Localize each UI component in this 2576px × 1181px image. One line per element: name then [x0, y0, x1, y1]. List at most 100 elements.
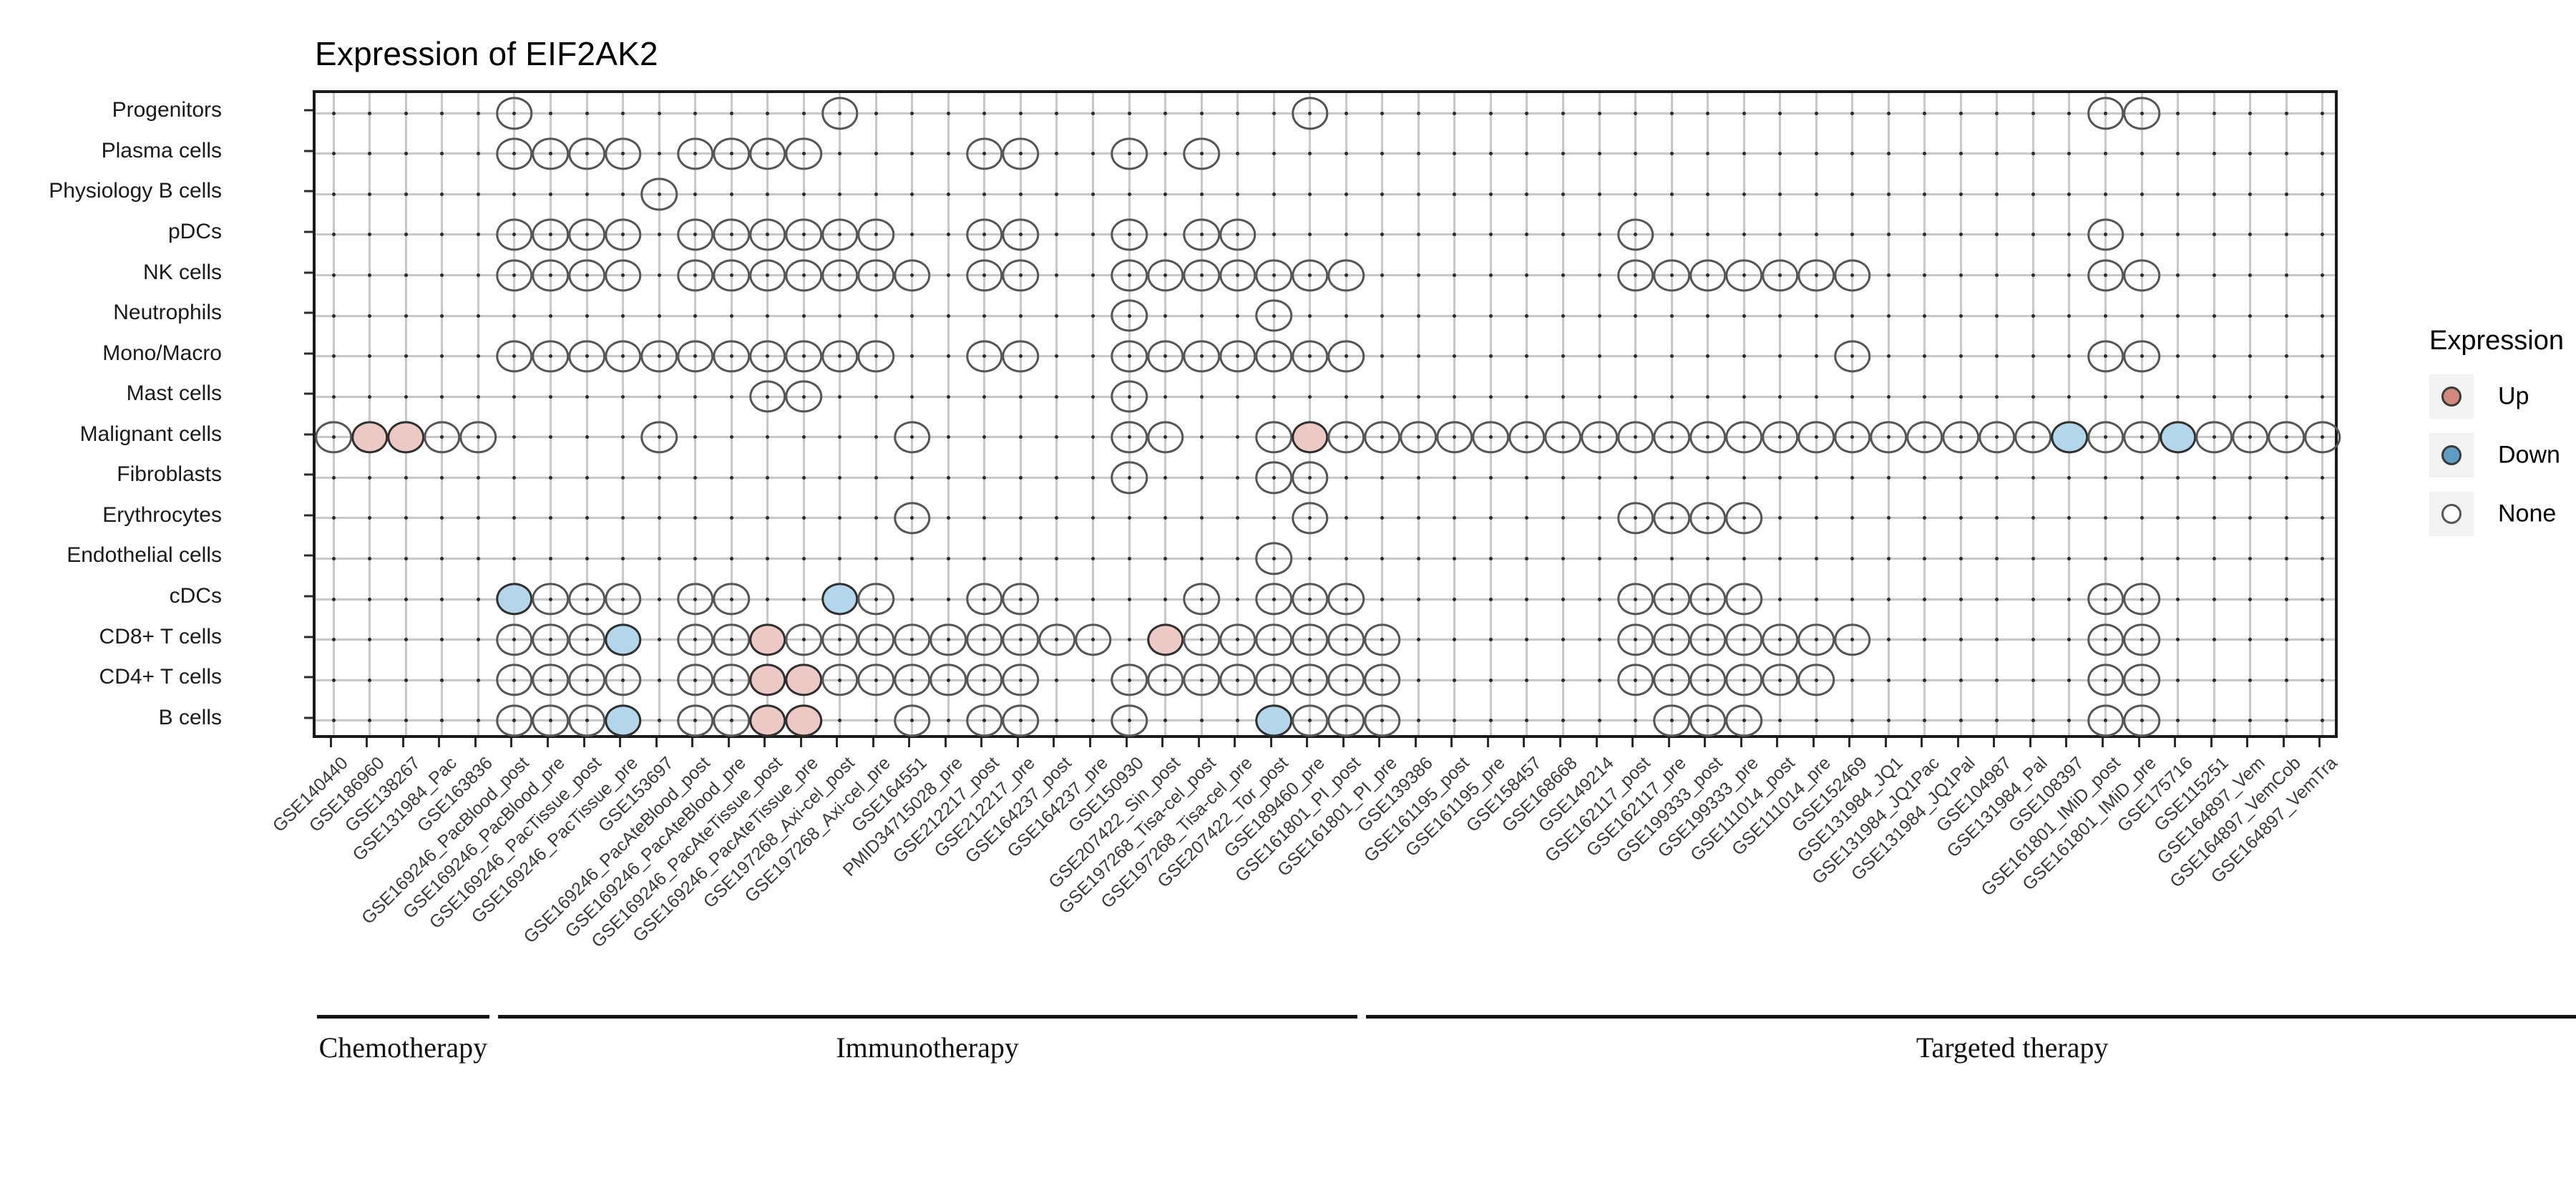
expression-dot[interactable] — [1400, 421, 1438, 454]
expression-dot[interactable] — [1689, 258, 1727, 292]
expression-dot[interactable] — [1689, 664, 1727, 696]
expression-dot[interactable] — [1183, 623, 1220, 656]
expression-dot[interactable] — [1797, 421, 1835, 454]
expression-dot[interactable] — [1653, 664, 1690, 696]
expression-dot[interactable] — [1725, 623, 1762, 656]
expression-dot[interactable] — [1255, 299, 1292, 332]
expression-dot[interactable] — [821, 583, 859, 616]
expression-dot[interactable] — [1255, 461, 1292, 494]
expression-dot[interactable] — [713, 137, 750, 170]
expression-dot[interactable] — [1183, 218, 1220, 251]
expression-dot[interactable] — [2087, 218, 2124, 251]
expression-dot[interactable] — [894, 258, 931, 292]
expression-dot[interactable] — [604, 218, 642, 251]
expression-dot[interactable] — [2014, 421, 2052, 454]
expression-dot[interactable] — [2123, 421, 2160, 454]
expression-dot[interactable] — [966, 623, 1003, 656]
expression-dot[interactable] — [1327, 258, 1365, 292]
expression-dot[interactable] — [604, 340, 642, 373]
expression-dot[interactable] — [1508, 421, 1546, 454]
expression-dot[interactable] — [821, 258, 859, 292]
expression-dot[interactable] — [785, 340, 822, 373]
expression-dot[interactable] — [894, 664, 931, 696]
expression-dot[interactable] — [1653, 258, 1690, 292]
expression-dot[interactable] — [2087, 97, 2124, 130]
expression-dot[interactable] — [1725, 502, 1762, 535]
expression-dot[interactable] — [1834, 340, 1871, 373]
expression-dot[interactable] — [1291, 421, 1329, 454]
expression-dot[interactable] — [1616, 623, 1654, 656]
expression-dot[interactable] — [1255, 542, 1292, 575]
expression-dot[interactable] — [676, 258, 714, 292]
expression-dot[interactable] — [676, 664, 714, 696]
expression-dot[interactable] — [676, 340, 714, 373]
expression-dot[interactable] — [568, 623, 605, 656]
expression-dot[interactable] — [496, 583, 533, 616]
expression-dot[interactable] — [640, 178, 678, 211]
expression-dot[interactable] — [1797, 623, 1835, 656]
legend-dot-none[interactable] — [2441, 504, 2462, 524]
expression-dot[interactable] — [785, 623, 822, 656]
expression-dot[interactable] — [1653, 583, 1690, 616]
expression-dot[interactable] — [1653, 704, 1690, 737]
expression-dot[interactable] — [1291, 623, 1329, 656]
expression-dot[interactable] — [1255, 704, 1292, 737]
expression-dot[interactable] — [1255, 258, 1292, 292]
expression-dot[interactable] — [1074, 623, 1112, 656]
expression-dot[interactable] — [1111, 137, 1148, 170]
expression-dot[interactable] — [748, 704, 786, 737]
expression-dot[interactable] — [1002, 218, 1040, 251]
expression-dot[interactable] — [2303, 421, 2341, 454]
expression-dot[interactable] — [1183, 583, 1220, 616]
expression-dot[interactable] — [1653, 502, 1690, 535]
expression-dot[interactable] — [604, 258, 642, 292]
expression-dot[interactable] — [1581, 421, 1618, 454]
expression-dot[interactable] — [1761, 258, 1799, 292]
expression-dot[interactable] — [1002, 664, 1040, 696]
expression-dot[interactable] — [2123, 583, 2160, 616]
expression-dot[interactable] — [748, 258, 786, 292]
expression-dot[interactable] — [785, 137, 822, 170]
expression-dot[interactable] — [713, 258, 750, 292]
expression-dot[interactable] — [2087, 258, 2124, 292]
expression-dot[interactable] — [2268, 421, 2305, 454]
expression-dot[interactable] — [640, 340, 678, 373]
expression-dot[interactable] — [1183, 258, 1220, 292]
legend-dot-down[interactable] — [2441, 445, 2462, 465]
expression-dot[interactable] — [857, 664, 895, 696]
expression-dot[interactable] — [1834, 623, 1871, 656]
expression-dot[interactable] — [966, 258, 1003, 292]
expression-dot[interactable] — [966, 218, 1003, 251]
expression-dot[interactable] — [1942, 421, 1980, 454]
expression-dot[interactable] — [496, 218, 533, 251]
expression-dot[interactable] — [2087, 583, 2124, 616]
legend-dot-up[interactable] — [2441, 387, 2462, 407]
expression-dot[interactable] — [1002, 340, 1040, 373]
expression-dot[interactable] — [785, 704, 822, 737]
expression-dot[interactable] — [387, 421, 425, 454]
expression-dot[interactable] — [748, 623, 786, 656]
expression-dot[interactable] — [496, 664, 533, 696]
expression-dot[interactable] — [1002, 583, 1040, 616]
expression-dot[interactable] — [966, 664, 1003, 696]
expression-dot[interactable] — [1979, 421, 2016, 454]
expression-dot[interactable] — [676, 583, 714, 616]
expression-dot[interactable] — [894, 502, 931, 535]
expression-dot[interactable] — [1544, 421, 1582, 454]
expression-dot[interactable] — [604, 664, 642, 696]
expression-dot[interactable] — [568, 218, 605, 251]
expression-dot[interactable] — [785, 218, 822, 251]
expression-dot[interactable] — [894, 623, 931, 656]
expression-dot[interactable] — [1291, 704, 1329, 737]
expression-dot[interactable] — [1291, 461, 1329, 494]
expression-dot[interactable] — [930, 623, 967, 656]
expression-dot[interactable] — [1436, 421, 1473, 454]
expression-dot[interactable] — [1616, 664, 1654, 696]
expression-dot[interactable] — [2159, 421, 2197, 454]
expression-dot[interactable] — [2087, 623, 2124, 656]
expression-dot[interactable] — [1870, 421, 1908, 454]
expression-dot[interactable] — [1616, 502, 1654, 535]
expression-dot[interactable] — [1002, 137, 1040, 170]
expression-dot[interactable] — [2195, 421, 2233, 454]
expression-dot[interactable] — [821, 623, 859, 656]
